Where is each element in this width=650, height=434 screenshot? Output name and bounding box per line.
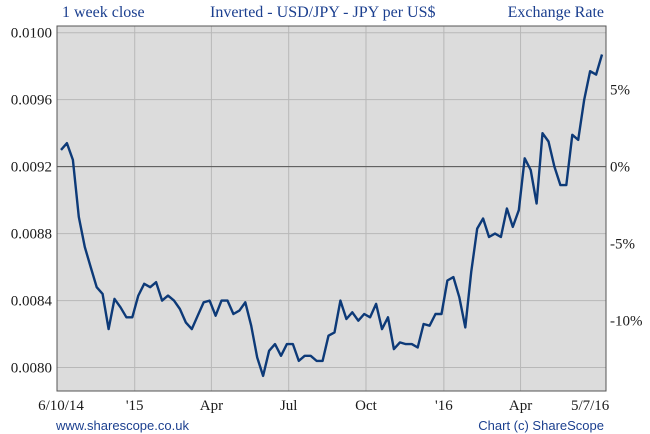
- right-axis-ticks: 5% 0% -5% -10%: [610, 83, 643, 330]
- sharescope-link[interactable]: www.sharescope.co.uk: [56, 418, 189, 433]
- x-tick-label: 6/10/14: [38, 398, 84, 414]
- chart-subtitle: Inverted - USD/JPY - JPY per US$: [210, 4, 436, 21]
- x-tick-label: Oct: [355, 398, 377, 414]
- y-tick-label: 0.0088: [11, 227, 52, 243]
- x-tick-label: Apr: [509, 398, 532, 414]
- grid-lines: [57, 26, 606, 391]
- right-tick-label: 5%: [610, 83, 630, 99]
- series-line: [60, 54, 604, 378]
- x-tick-label: '15: [126, 398, 144, 414]
- x-tick-label: Jul: [280, 398, 298, 414]
- y-tick-label: 0.0080: [11, 361, 52, 377]
- right-tick-label: 0%: [610, 160, 630, 176]
- y-axis-ticks: 0.0080 0.0084 0.0088 0.0092 0.0096 0.0100: [11, 26, 53, 377]
- chart-credit: Chart (c) ShareScope: [478, 418, 604, 433]
- y-tick-label: 0.0100: [11, 26, 52, 42]
- chart-title: 1 week close: [62, 4, 145, 21]
- y-tick-label: 0.0092: [11, 160, 52, 176]
- right-tick-label: -5%: [610, 237, 635, 253]
- plot-border: [56, 25, 607, 392]
- x-tick-label: 5/7/16: [571, 398, 610, 414]
- plot-area: [57, 26, 606, 391]
- y-tick-label: 0.0084: [11, 294, 53, 310]
- y-tick-label: 0.0096: [11, 93, 53, 109]
- x-axis-ticks: 6/10/14 '15 Apr Jul Oct '16 Apr 5/7/16: [38, 398, 610, 414]
- x-tick-label: Apr: [200, 398, 223, 414]
- right-tick-label: -10%: [610, 314, 643, 330]
- x-tick-label: '16: [435, 398, 453, 414]
- y-axis-label: Exchange Rate: [507, 4, 604, 21]
